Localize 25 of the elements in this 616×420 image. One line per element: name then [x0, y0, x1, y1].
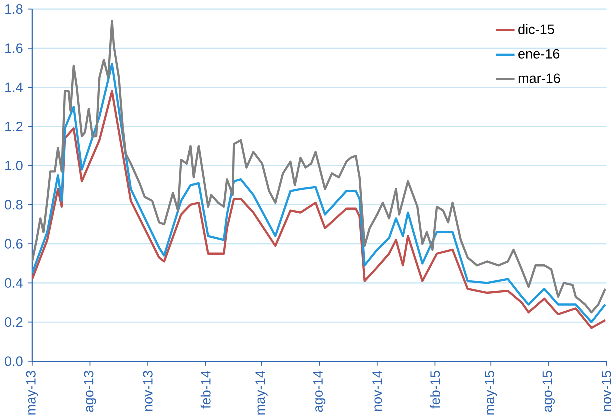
legend-label: dic-15 [518, 24, 554, 34]
legend-label: ene-16 [518, 49, 560, 59]
x-tick-label: nov-15 [602, 371, 612, 411]
legend-label: mar-16 [518, 74, 560, 84]
x-tick-label: may-14 [256, 370, 268, 415]
x-tick-label: feb-15 [430, 371, 440, 409]
x-tick-label: ago-15 [542, 371, 556, 412]
x-tick-label: nov-13 [143, 371, 153, 411]
x-tick-label: ago-13 [84, 371, 96, 412]
x-tick-label: may-15 [485, 371, 498, 415]
y-tick-label: 1.4 [6, 82, 23, 92]
y-tick-label: 1.2 [6, 122, 23, 132]
x-tick-label: nov-14 [372, 370, 382, 411]
y-tick-label: 0.8 [5, 200, 23, 210]
y-tick-label: 1.8 [6, 4, 23, 14]
x-tick-label: feb-14 [200, 370, 211, 409]
y-tick-label: 0.6 [5, 239, 23, 249]
line-series [32, 20, 607, 314]
x-tick-label: ago-14 [314, 370, 326, 412]
y-tick-label: 1.6 [6, 44, 23, 54]
y-tick-label: 0.0 [5, 356, 23, 366]
y-tick-label: 0.4 [5, 278, 23, 288]
y-tick-label: 1.0 [6, 160, 23, 171]
y-tick-label: 0.2 [5, 317, 23, 328]
x-tick-label: may-13 [26, 371, 39, 415]
